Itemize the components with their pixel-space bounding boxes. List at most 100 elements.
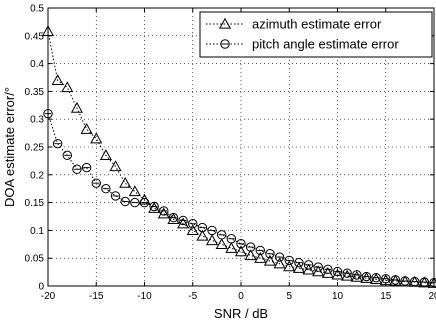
data-point-ring (371, 272, 381, 283)
x-tick-label: 10 (332, 291, 344, 302)
data-point (159, 206, 169, 216)
data-point-ring (400, 276, 410, 286)
data-point-ring (303, 260, 314, 270)
data-point-ring (168, 212, 179, 223)
data-point-ring (197, 222, 208, 233)
data-point (70, 101, 83, 113)
data-point (323, 264, 333, 275)
data-point (196, 229, 209, 241)
data-point (342, 268, 352, 278)
data-point (225, 241, 238, 253)
series-line (47, 113, 435, 284)
data-point (157, 207, 170, 219)
data-point (217, 230, 227, 240)
data-point-ring (313, 262, 323, 272)
x-tick-label: -10 (137, 291, 152, 302)
data-point (274, 252, 285, 262)
y-tick-label: 0.2 (30, 170, 44, 181)
x-tick-label: 20 (428, 291, 436, 302)
data-point (188, 219, 198, 229)
data-point (352, 270, 362, 280)
data-point-ring (226, 234, 237, 244)
data-point-ring (188, 219, 198, 229)
data-point (197, 222, 208, 233)
data-point-ring (390, 275, 401, 285)
x-tick-label: -20 (41, 291, 56, 302)
data-point-ring (149, 201, 159, 212)
data-point-ring (265, 249, 275, 259)
y-tick-label: 0.05 (25, 254, 45, 265)
data-point (72, 164, 82, 174)
data-point (265, 249, 275, 259)
data-point (313, 262, 323, 272)
data-point (254, 251, 267, 263)
data-point (215, 238, 228, 249)
data-point-ring (284, 255, 294, 266)
data-point (177, 217, 190, 229)
data-point-ring (236, 239, 246, 249)
legend: azimuth estimate error pitch angle estima… (199, 11, 433, 58)
data-point (255, 245, 265, 256)
data-point (390, 275, 401, 285)
data-point (400, 276, 410, 286)
series-1 (41, 25, 436, 288)
data-point (81, 162, 92, 173)
data-point (128, 185, 141, 197)
data-point (91, 178, 101, 188)
legend-label: azimuth estimate error (252, 17, 382, 32)
data-point (371, 272, 381, 283)
data-point (62, 150, 73, 161)
y-tick-label: 0.15 (25, 198, 45, 209)
data-point (419, 277, 430, 287)
data-point-ring (110, 191, 121, 201)
data-point-ring (159, 206, 169, 216)
data-point (332, 266, 343, 277)
data-point (226, 234, 237, 244)
data-point (370, 273, 383, 284)
legend-label: pitch angle estimate error (252, 37, 399, 52)
data-point (206, 234, 219, 246)
data-point (361, 271, 372, 282)
y-tick-label: 0.45 (25, 31, 45, 42)
data-point (294, 257, 304, 268)
data-point (273, 257, 286, 269)
data-point (360, 271, 373, 283)
y-tick-label: 0.25 (25, 143, 45, 154)
y-tick-label: 0.4 (30, 59, 44, 70)
x-tick-label: -5 (188, 291, 197, 302)
y-tick-label: 0 (38, 282, 44, 293)
data-point (149, 201, 159, 212)
data-point (80, 122, 93, 134)
data-point-ring (342, 268, 352, 278)
data-point (341, 269, 354, 281)
data-point (283, 260, 296, 272)
axis-ticks: -20 -15 -10 -5 0 5 10 15 20 0 0.05 0.1 0.15 0.2 0.25 0.… (25, 4, 436, 303)
data-point (303, 260, 314, 270)
data-point-ring (217, 230, 227, 240)
data-point-ring (139, 197, 150, 208)
data-point-ring (101, 184, 111, 194)
data-point (284, 255, 294, 266)
data-point (302, 263, 315, 275)
data-point (130, 197, 140, 208)
legend-box (199, 11, 433, 58)
data-point-ring (352, 270, 362, 280)
y-axis-label: DOA estimate error/° (2, 87, 17, 207)
legend-entry: pitch angle estimate error (206, 37, 399, 52)
y-tick-label: 0.3 (30, 115, 44, 126)
data-point (236, 239, 246, 249)
data-point (109, 160, 122, 172)
x-tick-label: 0 (238, 291, 244, 302)
data-point (245, 242, 256, 252)
y-tick-label: 0.5 (30, 4, 44, 15)
data-point (168, 212, 179, 223)
data-point (207, 225, 217, 236)
data-point (99, 149, 112, 160)
legend-entry: azimuth estimate error (206, 17, 382, 32)
data-point-ring (294, 257, 304, 268)
data-point-ring (62, 150, 73, 161)
x-axis-label: SNR / dB (214, 306, 268, 321)
legend-marker (220, 39, 230, 49)
